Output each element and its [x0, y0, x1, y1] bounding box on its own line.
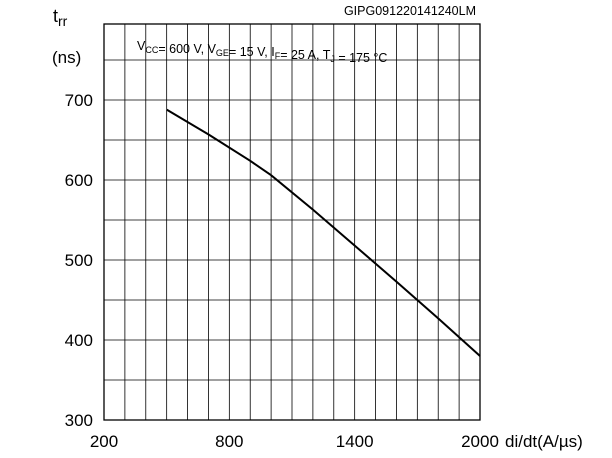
test-conditions: VCC= 600 V, VGE= 15 V, IF= 25 A, TJ = 17…: [137, 39, 387, 65]
figure-code: GIPG091220141240LM: [344, 4, 476, 18]
series-line: [166, 108, 481, 357]
x-tick-label: 1400: [336, 432, 374, 451]
y-tick-label: 400: [65, 331, 93, 350]
grid-lines: [104, 24, 480, 420]
y-axis-label: trr: [53, 6, 68, 29]
x-axis-label: di/dt(A/µs): [505, 432, 583, 451]
y-tick-label: 500: [65, 251, 93, 270]
x-tick-label: 2000: [461, 432, 499, 451]
tick-labels: 300 400 500 600 700 200 800 1400 2000: [65, 91, 499, 451]
y-tick-label: 300: [65, 411, 93, 430]
x-tick-label: 800: [215, 432, 243, 451]
plot-frame: [103, 23, 481, 421]
y-axis-unit: (ns): [52, 48, 81, 67]
x-tick-label: 200: [90, 432, 118, 451]
y-tick-label: 700: [65, 91, 93, 110]
y-tick-label: 600: [65, 171, 93, 190]
